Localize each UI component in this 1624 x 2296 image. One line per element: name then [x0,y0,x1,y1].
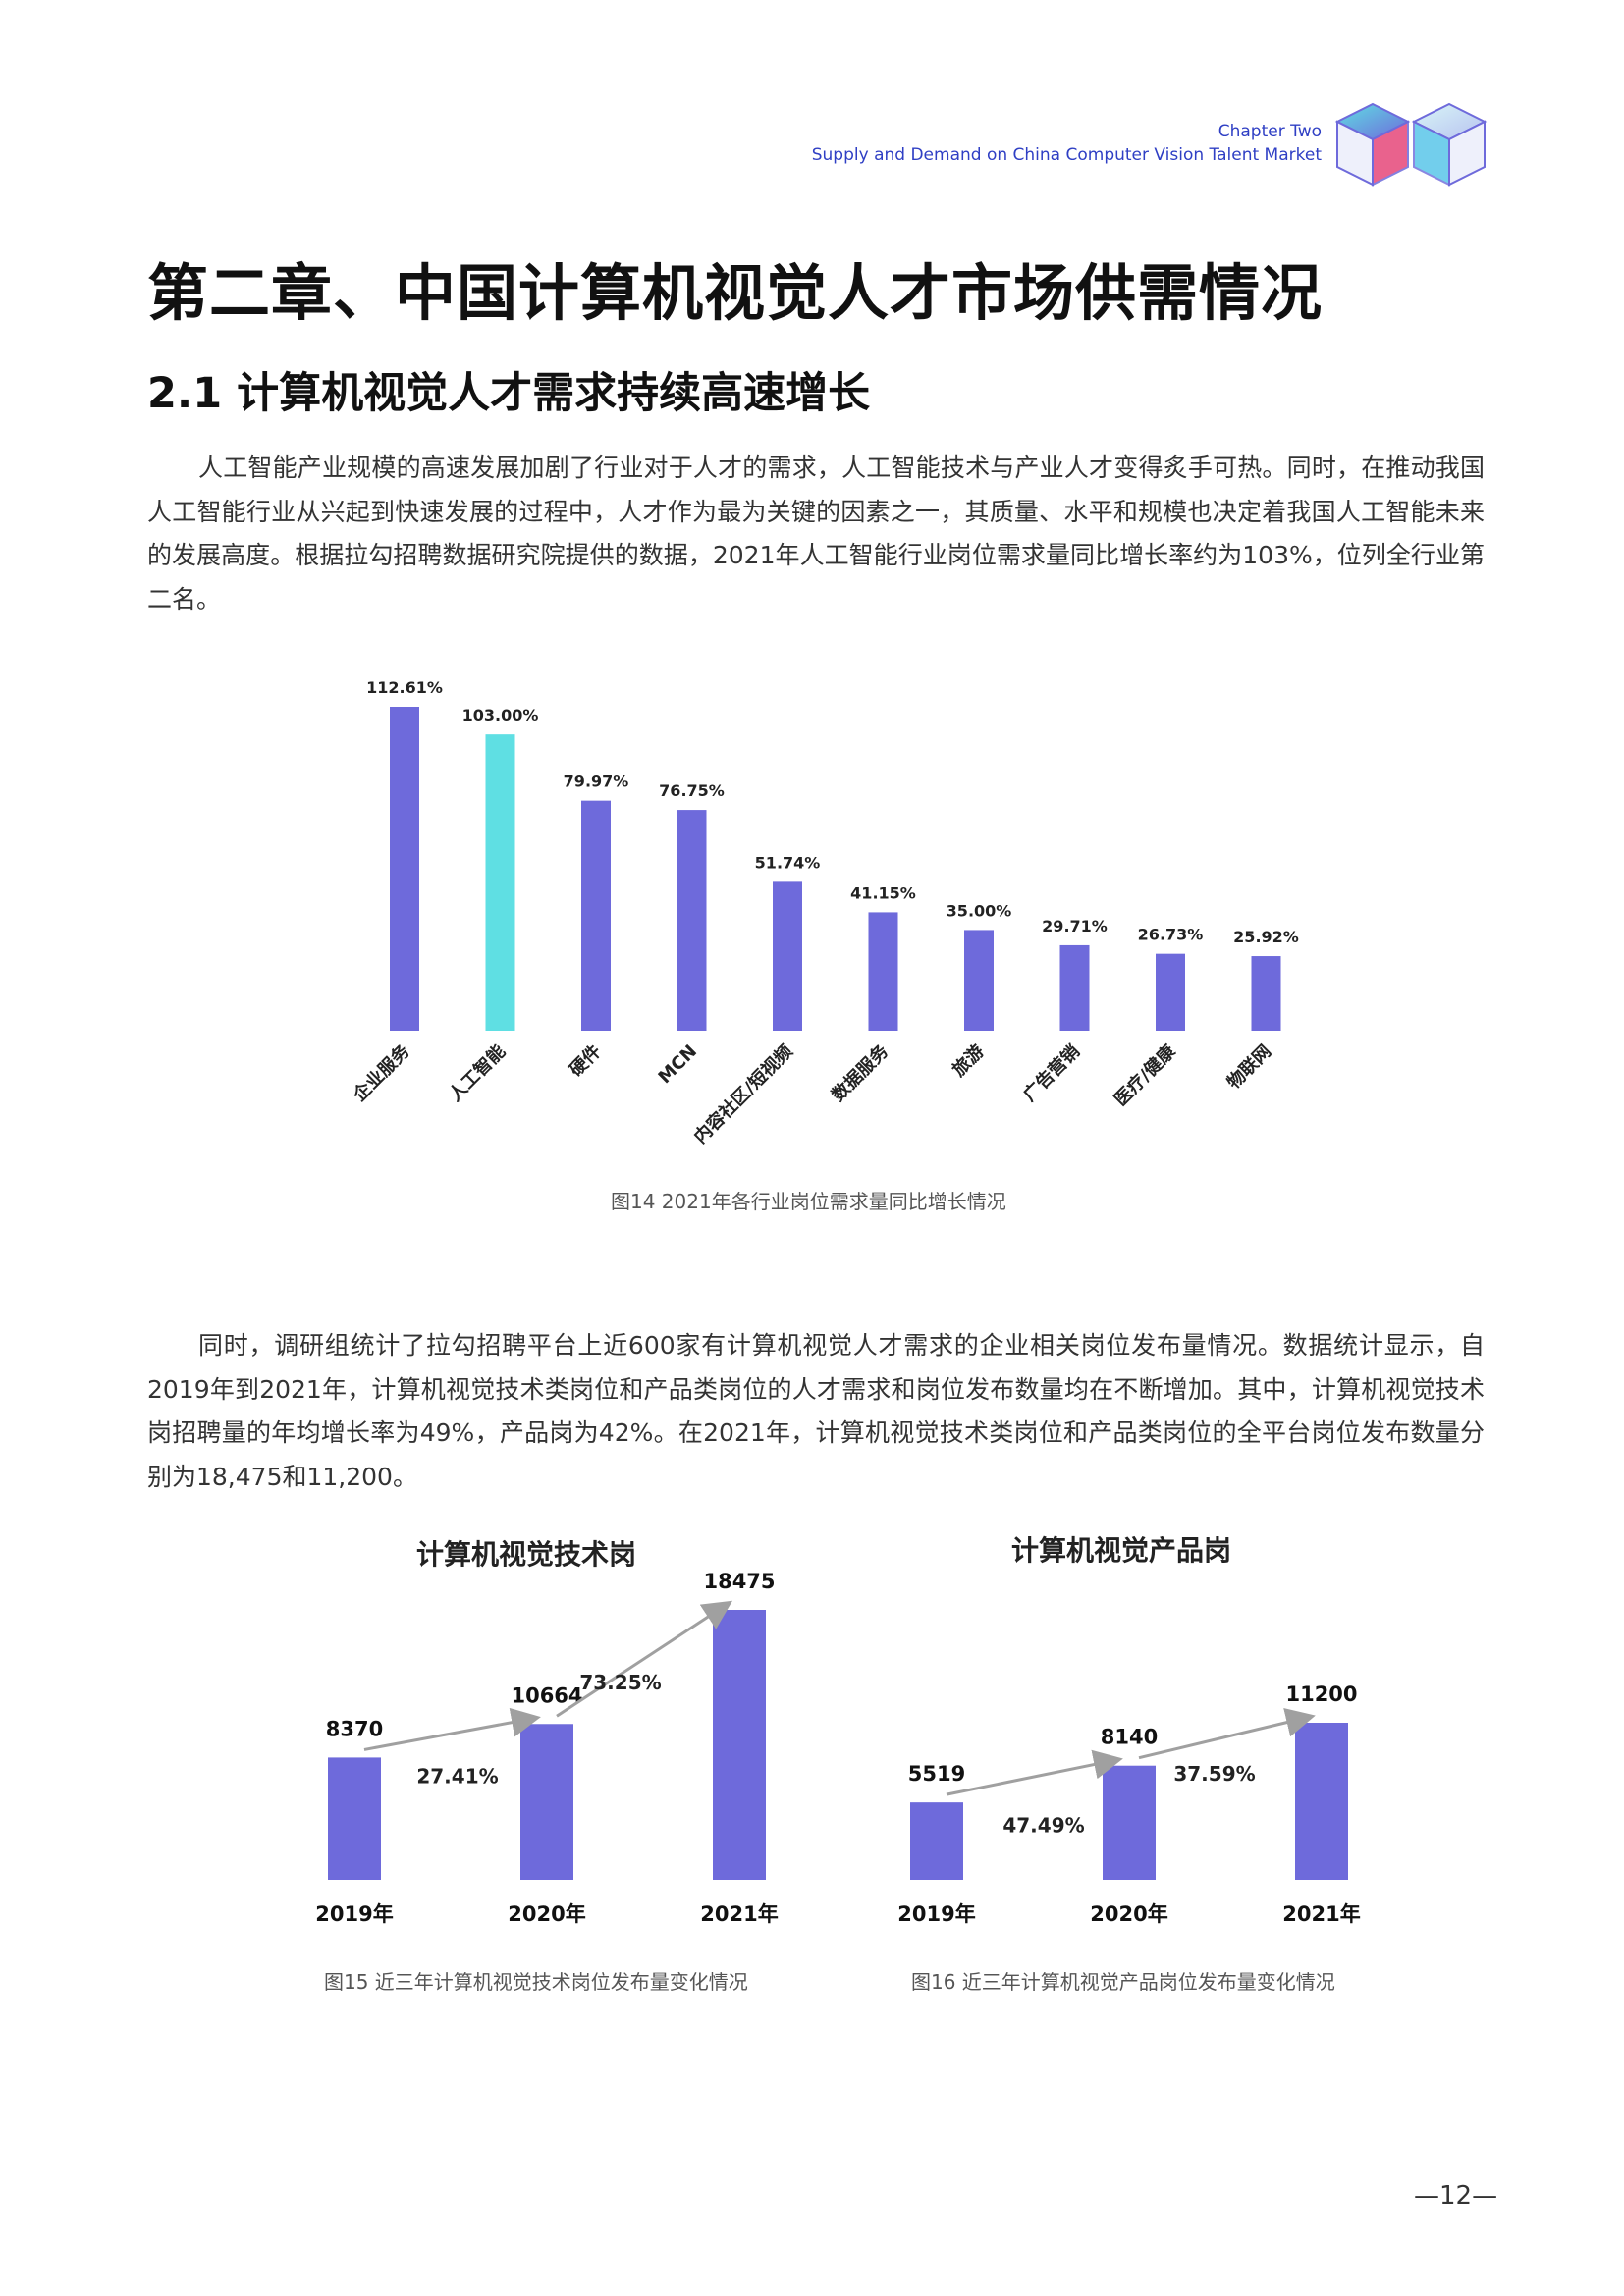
value-label-2: 8140 [1101,1726,1158,1749]
figure-16-caption: 图16 近三年计算机视觉产品岗位发布量变化情况 [911,1970,1335,1994]
growth-arrow-1 [363,1707,541,1751]
section-title: 2.1 计算机视觉人才需求持续高速增长 [147,369,871,418]
data-label-6: 41.15% [850,883,916,902]
growth-label-2: 37.59% [1173,1762,1255,1786]
data-label-1: 112.61% [366,678,443,697]
year-label-1: 2019年 [897,1902,975,1926]
year-label-2: 2020年 [508,1902,585,1926]
category-label-10: 物联网 [1222,1041,1275,1094]
category-label-3: 硬件 [566,1041,606,1081]
category-label-1: 企业服务 [348,1040,414,1106]
industry-growth-bar-chart: 112.61% 企业服务 103.00% 人工智能 79.97% 硬件 76.75% MCN 5… [348,678,1299,1148]
growth-arrow-2 [1138,1708,1316,1760]
category-label-7: 旅游 [948,1041,989,1081]
bar-10 [1251,956,1281,1031]
data-label-8: 29.71% [1042,917,1108,935]
bar-2 [485,734,515,1031]
year-label-3: 2021年 [1282,1902,1360,1926]
category-label-4: MCN [655,1041,702,1089]
bar-4 [677,810,707,1031]
category-label-2: 人工智能 [445,1041,510,1105]
value-label-3: 18475 [703,1571,775,1593]
year-label-3: 2021年 [700,1902,778,1926]
chart-product-title: 计算机视觉产品岗 [1011,1534,1232,1567]
bar-5 [773,881,802,1031]
year-label-1: 2019年 [315,1902,393,1926]
bar-2020年 [520,1724,573,1880]
paragraph-1: 人工智能产业规模的高速发展加剧了行业对于人才的需求，人工智能技术与产业人才变得炙… [147,454,1485,614]
data-label-7: 35.00% [947,901,1012,920]
chart-tech-title: 计算机视觉技术岗 [416,1538,637,1571]
cv-product-jobs-bar-chart: 5519 2019年 8140 2020年 11200 2021年 47.49% 37.59% [897,1682,1360,1926]
bar-7 [964,930,994,1031]
value-label-3: 11200 [1285,1682,1357,1706]
bar-2020年 [1103,1765,1156,1880]
category-label-8: 广告营销 [1019,1041,1084,1105]
growth-label-1: 47.49% [1002,1813,1084,1837]
value-label-2: 10664 [511,1683,582,1707]
data-label-10: 25.92% [1233,928,1299,946]
category-label-5: 内容社区/短视频 [689,1041,796,1148]
paragraph-2: 同时，调研组统计了拉勾招聘平台上近600家有计算机视觉人才需求的企业相关岗位发布… [147,1331,1485,1491]
category-label-6: 数据服务 [828,1040,893,1105]
bar-1 [390,707,419,1031]
data-label-4: 76.75% [659,781,725,800]
bar-3 [581,800,611,1031]
bar-2021年 [713,1610,766,1880]
year-label-2: 2020年 [1090,1902,1167,1926]
data-label-3: 79.97% [564,773,629,791]
bar-2021年 [1295,1723,1348,1880]
figure-14-caption: 图14 2021年各行业岗位需求量同比增长情况 [611,1190,1006,1213]
cube-logo-icon [1334,102,1488,187]
bar-2019年 [328,1757,381,1880]
figure-15-caption: 图15 近三年计算机视觉技术岗位发布量变化情况 [324,1970,748,1994]
bar-6 [868,912,898,1031]
data-label-9: 26.73% [1138,926,1204,944]
growth-arrow-2 [556,1600,733,1718]
header-chapter-label: Chapter Two [1218,122,1322,141]
data-label-2: 103.00% [462,706,539,724]
bar-2019年 [910,1802,963,1880]
value-label-1: 8370 [326,1717,383,1740]
category-label-9: 医疗/健康 [1110,1040,1180,1110]
value-label-1: 5519 [908,1762,965,1786]
page-number: —12— [1414,2181,1498,2211]
data-label-5: 51.74% [755,853,821,872]
growth-label-1: 27.41% [416,1764,498,1788]
chapter-title: 第二章、中国计算机视觉人才市场供需情况 [147,257,1324,329]
bar-8 [1059,944,1090,1031]
cv-tech-jobs-bar-chart: 8370 2019年 10664 2020年 18475 2021年 27.41% 73.25… [315,1571,778,1926]
bar-9 [1156,953,1185,1031]
header-subtitle: Supply and Demand on China Computer Visi… [811,145,1322,165]
growth-arrow-1 [946,1749,1123,1796]
growth-label-2: 73.25% [579,1671,661,1694]
